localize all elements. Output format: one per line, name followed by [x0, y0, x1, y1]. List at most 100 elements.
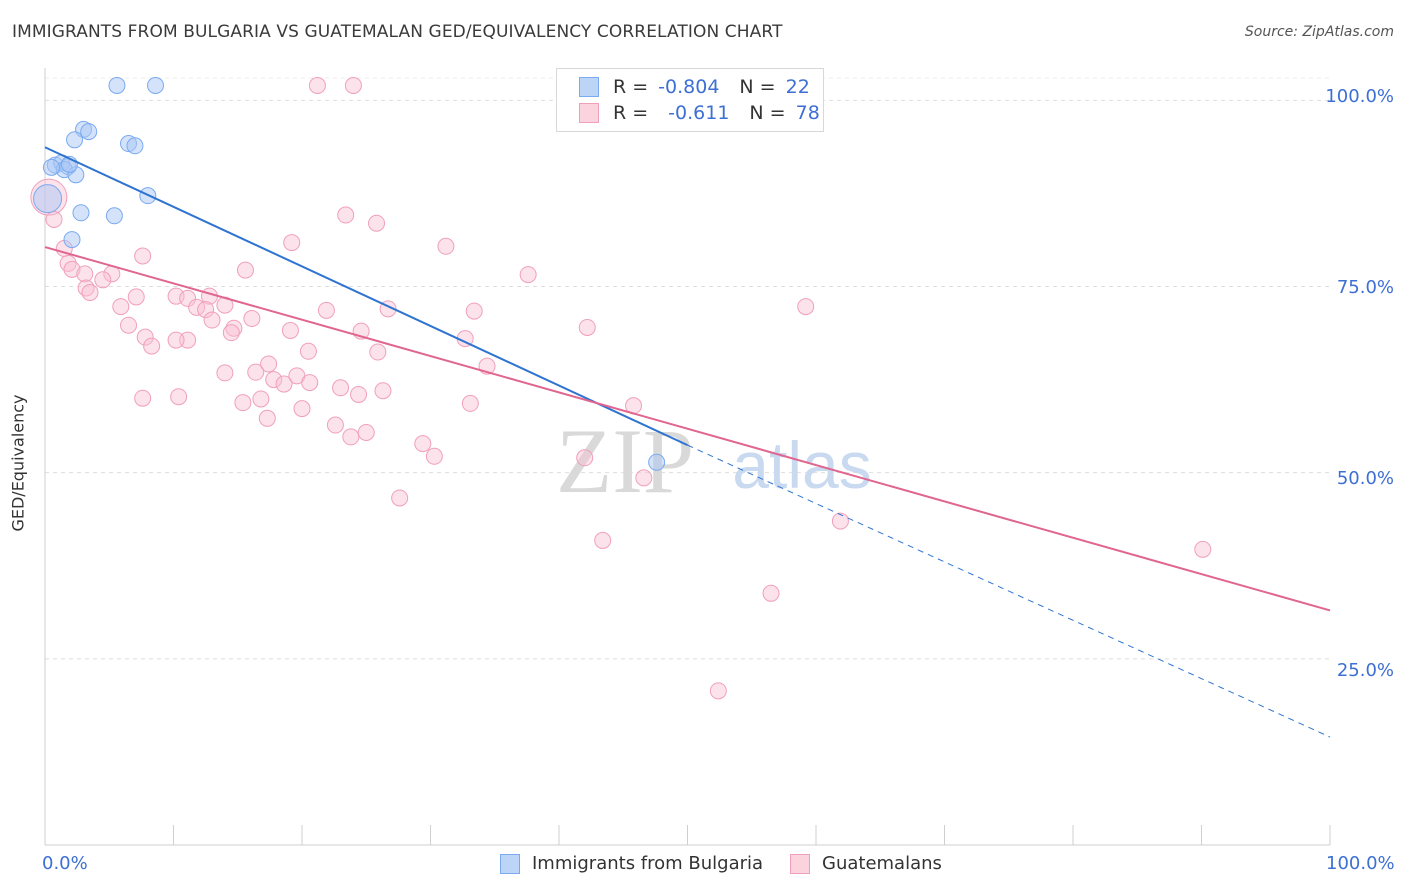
data-point-guatemalans: [369, 343, 387, 361]
data-point-bulgaria: [42, 158, 60, 176]
legend-row-guatemalans: R = -0.611 N = 78: [579, 102, 820, 124]
data-point-guatemalans: [391, 489, 409, 507]
trendlines: [44, 146, 1331, 738]
legend-swatch-blue: [579, 77, 599, 97]
data-point-guatemalans: [293, 400, 311, 418]
data-point-guatemalans: [134, 389, 152, 407]
data-point-bulgaria: [80, 123, 98, 141]
chart-title: IMMIGRANTS FROM BULGARIA VS GUATEMALAN G…: [12, 22, 783, 42]
x-tick-label: 100.0%: [1326, 853, 1395, 874]
trendline-bulgaria-extension: [687, 444, 1331, 738]
data-point-guatemalans: [425, 447, 443, 465]
data-point-guatemalans: [797, 298, 815, 316]
data-point-bulgaria: [72, 204, 90, 222]
data-point-guatemalans: [344, 76, 362, 94]
r-label: R =: [613, 76, 649, 98]
data-point-guatemalans: [225, 319, 243, 337]
data-point-guatemalans: [63, 260, 81, 278]
data-point-guatemalans: [762, 584, 780, 602]
data-point-guatemalans: [136, 328, 154, 346]
data-point-bulgaria: [63, 231, 81, 249]
data-point-guatemalans: [709, 682, 727, 700]
y-tick-label: 25.0%: [1336, 660, 1394, 681]
watermark-zip: ZIP: [556, 410, 694, 512]
data-point-guatemalans: [252, 390, 270, 408]
n-label: N =: [749, 102, 786, 124]
data-point-guatemalans: [465, 302, 483, 320]
data-point-guatemalans: [234, 394, 252, 412]
data-point-guatemalans: [127, 288, 145, 306]
data-point-guatemalans: [342, 428, 360, 446]
y-tick-label: 100.0%: [1325, 86, 1394, 107]
data-point-guatemalans: [120, 316, 138, 334]
data-point-guatemalans: [437, 237, 455, 255]
series-guatemalans: [30, 76, 1212, 700]
series-bulgaria: [33, 76, 666, 471]
data-point-guatemalans: [350, 385, 368, 403]
data-point-guatemalans: [281, 321, 299, 339]
data-point-guatemalans: [594, 531, 612, 549]
data-point-guatemalans: [203, 311, 221, 329]
data-point-guatemalans: [374, 382, 392, 400]
trendline-guatemalans: [44, 246, 1331, 612]
data-point-guatemalans: [170, 388, 188, 406]
data-point-bulgaria: [147, 76, 165, 94]
legend-swatch-pink: [579, 103, 599, 123]
data-point-guatemalans: [265, 371, 283, 389]
data-point-guatemalans: [247, 363, 265, 381]
x-tick-label: 0.0%: [42, 853, 88, 874]
watermark-atlas: atlas: [732, 428, 871, 502]
r-value: -0.611: [668, 102, 730, 124]
data-point-guatemalans: [179, 289, 197, 307]
data-point-guatemalans: [143, 337, 161, 355]
data-point-guatemalans: [368, 214, 386, 232]
data-point-guatemalans: [275, 375, 293, 393]
data-point-bulgaria: [66, 131, 84, 149]
n-value: 22: [785, 76, 810, 98]
data-point-guatemalans: [45, 210, 63, 228]
data-point-guatemalans: [81, 283, 99, 301]
data-point-guatemalans: [576, 449, 594, 467]
data-point-guatemalans: [578, 318, 596, 336]
data-point-guatemalans: [414, 435, 432, 453]
data-point-guatemalans: [357, 423, 375, 441]
source-label: Source: ZipAtlas.com: [1244, 24, 1394, 40]
r-value: -0.804: [658, 76, 720, 98]
data-point-guatemalans: [337, 206, 355, 224]
legend-swatch-pink: [790, 853, 810, 874]
data-point-guatemalans: [258, 409, 276, 427]
data-point-guatemalans: [308, 76, 326, 94]
data-point-guatemalans: [519, 266, 537, 284]
correlation-legend: R = -0.804 N = 22 R = -0.611 N = 78: [556, 68, 824, 132]
data-point-guatemalans: [134, 247, 152, 265]
data-point-bulgaria: [105, 207, 123, 225]
legend-item-guatemalans[interactable]: Guatemalans: [790, 853, 942, 874]
data-point-guatemalans: [831, 512, 849, 530]
y-tick-label: 75.0%: [1336, 277, 1394, 298]
data-point-guatemalans: [301, 374, 319, 392]
y-tick-label: 50.0%: [1336, 468, 1394, 489]
data-point-guatemalans: [216, 364, 234, 382]
data-point-guatemalans: [179, 331, 197, 349]
legend-swatch-blue: [500, 853, 520, 874]
gridlines: [45, 77, 1330, 660]
r-label: R =: [613, 102, 649, 124]
data-point-guatemalans: [222, 324, 240, 342]
data-point-guatemalans: [299, 342, 317, 360]
data-point-guatemalans: [197, 301, 215, 319]
legend-item-bulgaria[interactable]: Immigrants from Bulgaria: [500, 853, 763, 874]
data-point-guatemalans: [76, 265, 94, 283]
data-point-guatemalans: [1194, 540, 1212, 558]
data-point-bulgaria: [648, 453, 666, 471]
data-point-guatemalans: [461, 394, 479, 412]
data-point-bulgaria: [33, 184, 63, 214]
data-point-bulgaria: [126, 137, 144, 155]
data-point-guatemalans: [167, 331, 185, 349]
legend-label: Guatemalans: [822, 853, 942, 874]
data-point-guatemalans: [243, 310, 261, 328]
data-point-guatemalans: [326, 416, 344, 434]
data-point-guatemalans: [332, 379, 350, 397]
data-point-guatemalans: [283, 234, 301, 252]
data-point-guatemalans: [112, 298, 130, 316]
